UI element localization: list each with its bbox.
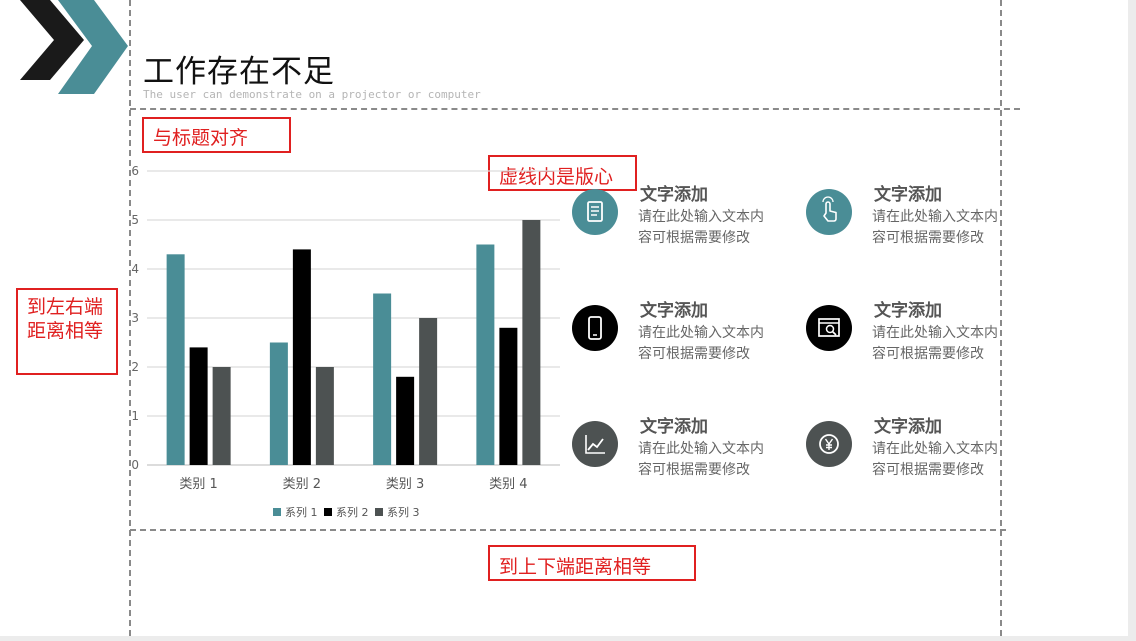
trend-chart-icon <box>585 435 605 454</box>
guide-line-bottom <box>130 529 1006 531</box>
chart-bar <box>499 327 518 465</box>
feature-title[interactable]: 文字添加 <box>874 301 942 321</box>
chart-bar <box>419 318 438 465</box>
feature-description[interactable]: 请在此处输入文本内容可根据需要修改 <box>638 441 764 478</box>
feature-title[interactable]: 文字添加 <box>640 185 708 205</box>
y-tick-label: 4 <box>131 262 139 276</box>
legend-entry: 系列 1 <box>285 505 318 519</box>
y-tick-label: 3 <box>131 311 139 325</box>
y-tick-label: 2 <box>131 360 139 374</box>
chart-bar <box>373 293 392 465</box>
feature-description[interactable]: 请在此处输入文本内容可根据需要修改 <box>638 325 764 362</box>
guide-line-top <box>130 108 1020 110</box>
feature-description[interactable]: 请在此处输入文本内容可根据需要修改 <box>872 209 998 246</box>
feature-icon-badge <box>806 305 852 351</box>
x-tick-label: 类别 2 <box>283 477 321 492</box>
chart-bar <box>292 249 311 465</box>
mobile-phone-icon <box>588 316 602 340</box>
chart-bar <box>315 367 334 465</box>
touch-hand-icon <box>822 196 837 222</box>
x-tick-label: 类别 3 <box>386 477 424 492</box>
page-subtitle[interactable]: The user can demonstrate on a projector … <box>143 88 481 101</box>
feature-title[interactable]: 文字添加 <box>874 417 942 437</box>
chart-bar <box>166 254 185 465</box>
y-tick-label: 5 <box>131 213 139 227</box>
feature-description[interactable]: 请在此处输入文本内容可根据需要修改 <box>872 325 998 362</box>
chart-bar <box>212 367 231 465</box>
y-tick-label: 1 <box>131 409 139 423</box>
feature-icon-badge <box>806 421 852 467</box>
web-search-icon <box>818 318 840 337</box>
annotation-safe-area: 虚线内是版心 <box>488 155 637 191</box>
guide-line-left <box>129 0 131 636</box>
x-tick-label: 类别 1 <box>179 477 217 492</box>
chevron-logo-icon <box>20 0 128 94</box>
feature-icon-badge <box>572 305 618 351</box>
legend-entry: 系列 2 <box>336 505 369 519</box>
document-icon <box>587 201 603 222</box>
bar-chart: 0 1 2 3 4 5 6 类别 1 类别 2 类别 3 类别 4 系列 1 系列 2 系列 3 <box>131 164 560 519</box>
y-tick-label: 0 <box>131 458 139 472</box>
feature-title[interactable]: 文字添加 <box>640 301 708 321</box>
feature-title[interactable]: 文字添加 <box>640 417 708 437</box>
chart-bar <box>269 342 288 465</box>
x-tick-label: 类别 4 <box>489 477 527 492</box>
feature-title[interactable]: 文字添加 <box>874 185 942 205</box>
annotation-left-right-equal: 到左右端距离相等 <box>16 288 118 375</box>
legend-swatch <box>273 508 281 516</box>
annotation-align-title: 与标题对齐 <box>142 117 291 153</box>
y-tick-label: 6 <box>131 164 139 178</box>
chart-bar <box>189 347 208 465</box>
annotation-top-bottom-equal: 到上下端距离相等 <box>488 545 696 581</box>
legend-swatch <box>375 508 383 516</box>
feature-description[interactable]: 请在此处输入文本内容可根据需要修改 <box>872 441 998 478</box>
yen-coin-icon <box>819 434 839 454</box>
legend-entry: 系列 3 <box>387 505 420 519</box>
feature-icon-badge <box>572 421 618 467</box>
guide-line-right <box>1000 0 1002 636</box>
chart-bar <box>522 220 541 465</box>
feature-description[interactable]: 请在此处输入文本内容可根据需要修改 <box>638 209 764 246</box>
feature-icon-badge <box>572 189 618 235</box>
feature-icon-badge <box>806 189 852 235</box>
legend-swatch <box>324 508 332 516</box>
page-title[interactable]: 工作存在不足 <box>143 54 335 90</box>
chart-bar <box>476 244 495 465</box>
chart-bar <box>396 376 415 465</box>
